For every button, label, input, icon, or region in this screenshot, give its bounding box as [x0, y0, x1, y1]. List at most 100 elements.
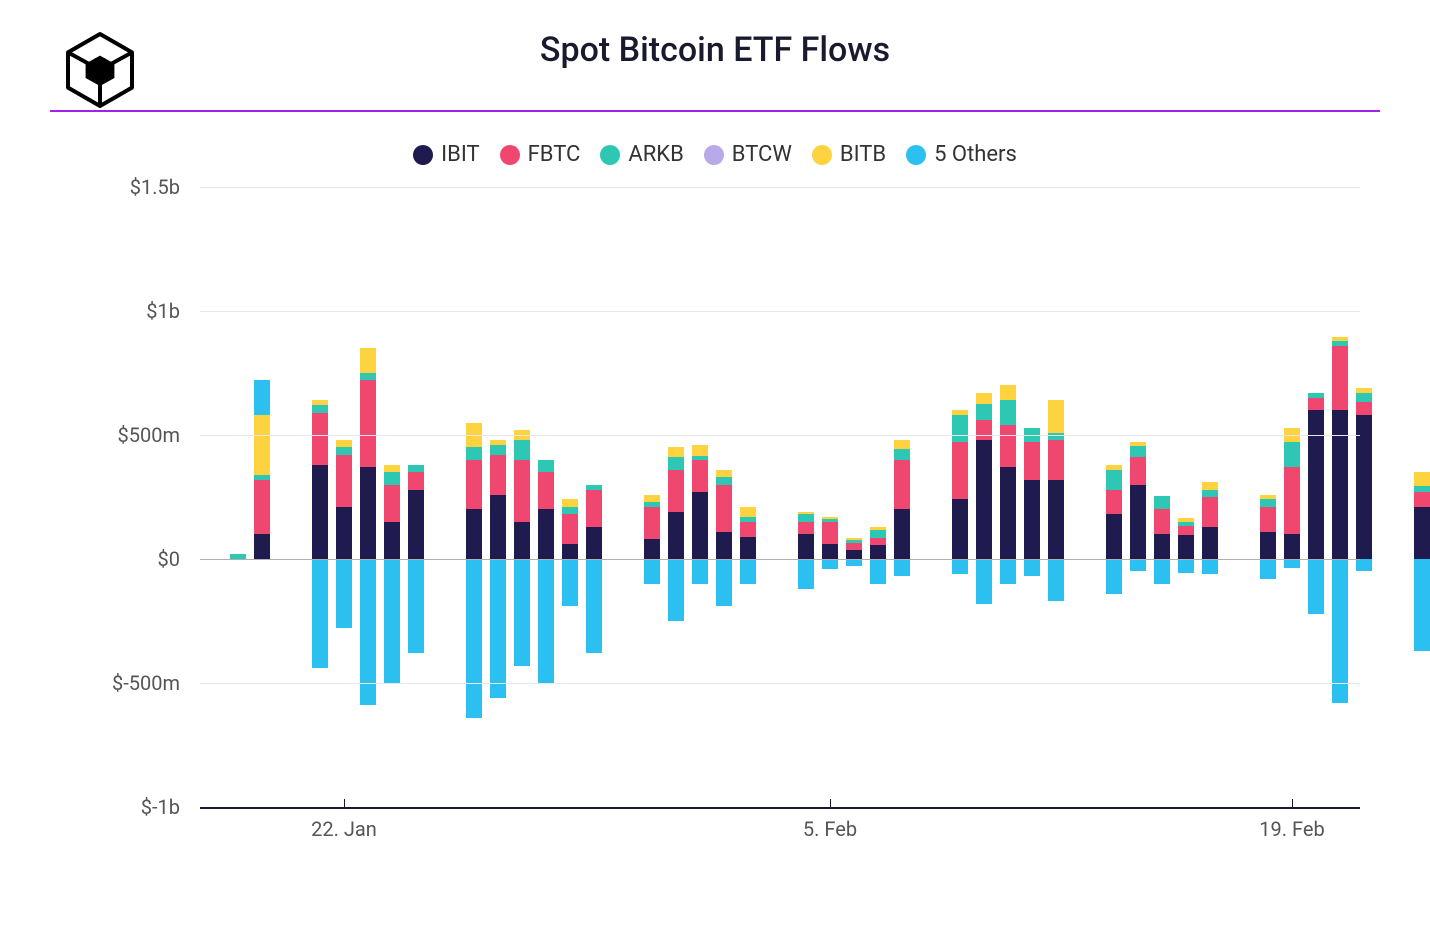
bar-segment-others — [644, 559, 660, 584]
bar-segment-bitb — [716, 470, 732, 477]
bar[interactable] — [976, 187, 992, 807]
bar-segment-others — [336, 559, 352, 628]
bar-segment-ibit — [1154, 534, 1170, 559]
bar-segment-arkb — [1130, 446, 1146, 457]
legend-item-others[interactable]: 5 Others — [906, 142, 1017, 167]
bar-segment-bitb — [798, 512, 814, 514]
bar[interactable] — [230, 187, 246, 807]
bar-segment-fbtc — [692, 460, 708, 492]
bar-segment-ibit — [1178, 535, 1194, 559]
bar-segment-fbtc — [1332, 346, 1348, 410]
y-tick-label: $1b — [146, 299, 180, 323]
bar[interactable] — [692, 187, 708, 807]
bar-segment-others — [976, 559, 992, 604]
bar-segment-arkb — [1284, 442, 1300, 467]
bar[interactable] — [822, 187, 838, 807]
x-tick — [1292, 799, 1293, 807]
legend-item-bitb[interactable]: BITB — [812, 142, 886, 167]
bar-segment-arkb — [822, 519, 838, 521]
bar[interactable] — [1284, 187, 1300, 807]
bar[interactable] — [1414, 187, 1430, 807]
gridline — [200, 559, 1360, 560]
bar-segment-others — [822, 559, 838, 569]
legend-item-arkb[interactable]: ARKB — [600, 142, 683, 167]
bar-segment-bitb — [822, 517, 838, 519]
bar[interactable] — [644, 187, 660, 807]
bar[interactable] — [894, 187, 910, 807]
bar[interactable] — [490, 187, 506, 807]
bar-segment-ibit — [716, 532, 732, 559]
bar[interactable] — [1308, 187, 1324, 807]
bar[interactable] — [1260, 187, 1276, 807]
chart-header: Spot Bitcoin ETF Flows — [0, 0, 1430, 80]
bar[interactable] — [1106, 187, 1122, 807]
bar[interactable] — [952, 187, 968, 807]
bar-segment-fbtc — [1414, 492, 1430, 507]
bar[interactable] — [514, 187, 530, 807]
bar[interactable] — [740, 187, 756, 807]
bar[interactable] — [562, 187, 578, 807]
bar-segment-bitb — [1202, 482, 1218, 489]
bar[interactable] — [668, 187, 684, 807]
bar[interactable] — [1024, 187, 1040, 807]
plot-area — [200, 187, 1360, 807]
bar-segment-fbtc — [822, 522, 838, 544]
x-axis: 22. Jan5. Feb19. Feb4. Mar — [200, 807, 1360, 867]
bar[interactable] — [360, 187, 376, 807]
bar-segment-others — [1048, 559, 1064, 601]
bar[interactable] — [1130, 187, 1146, 807]
bar-segment-fbtc — [1260, 507, 1276, 532]
legend-label: 5 Others — [934, 142, 1017, 167]
bar[interactable] — [408, 187, 424, 807]
legend-item-btcw[interactable]: BTCW — [704, 142, 792, 167]
bar-segment-arkb — [384, 472, 400, 484]
bar-segment-others — [952, 559, 968, 574]
bar-segment-bitb — [1130, 442, 1146, 446]
bar-segment-fbtc — [538, 472, 554, 509]
bar[interactable] — [336, 187, 352, 807]
bar-segment-others — [894, 559, 910, 576]
bar[interactable] — [1356, 187, 1372, 807]
chart-legend: IBIT FBTC ARKB BTCW BITB 5 Others — [0, 142, 1430, 167]
legend-item-fbtc[interactable]: FBTC — [500, 142, 581, 167]
bar-segment-ibit — [1332, 410, 1348, 559]
y-tick-label: $1.5b — [130, 175, 180, 199]
bar[interactable] — [466, 187, 482, 807]
bar[interactable] — [312, 187, 328, 807]
bar-segment-bitb — [562, 499, 578, 506]
legend-swatch — [704, 145, 724, 165]
x-tick-label: 19. Feb — [1259, 817, 1324, 841]
bar[interactable] — [586, 187, 602, 807]
bar-segment-fbtc — [514, 460, 530, 522]
bar-segment-arkb — [1202, 490, 1218, 497]
bar[interactable] — [1332, 187, 1348, 807]
bar[interactable] — [1048, 187, 1064, 807]
bar[interactable] — [716, 187, 732, 807]
legend-item-ibit[interactable]: IBIT — [413, 142, 480, 167]
bar-segment-bitb — [692, 445, 708, 456]
bar[interactable] — [1202, 187, 1218, 807]
bar-segment-fbtc — [490, 455, 506, 495]
bar-segment-fbtc — [1048, 440, 1064, 480]
legend-swatch — [413, 145, 433, 165]
bar-segment-ibit — [336, 507, 352, 559]
bar[interactable] — [1154, 187, 1170, 807]
bar-segment-arkb — [976, 404, 992, 420]
bar-segment-fbtc — [466, 460, 482, 510]
bar[interactable] — [846, 187, 862, 807]
bar-segment-arkb — [1260, 499, 1276, 506]
bar-segment-fbtc — [336, 455, 352, 507]
bar[interactable] — [798, 187, 814, 807]
bar-segment-arkb — [1000, 400, 1016, 425]
bar[interactable] — [1000, 187, 1016, 807]
bar[interactable] — [538, 187, 554, 807]
bar-segment-arkb — [692, 456, 708, 460]
bar-segment-others — [1178, 559, 1194, 573]
bar[interactable] — [384, 187, 400, 807]
bar[interactable] — [1178, 187, 1194, 807]
bar[interactable] — [870, 187, 886, 807]
bar-segment-ibit — [870, 545, 886, 559]
bar[interactable] — [254, 187, 270, 807]
bar-segment-ibit — [798, 534, 814, 559]
gridline — [200, 311, 1360, 312]
